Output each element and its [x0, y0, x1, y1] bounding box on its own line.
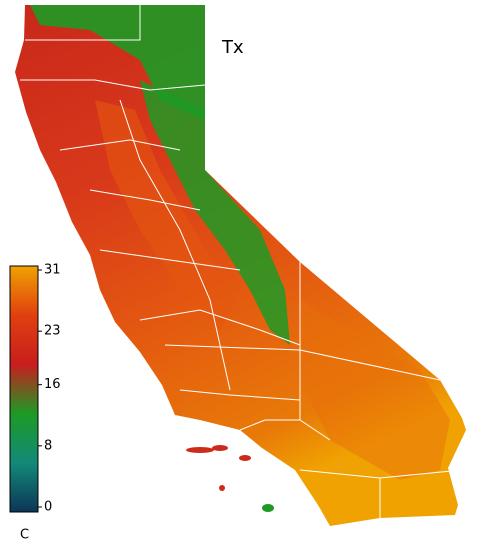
sierra-band: [140, 80, 290, 345]
colorbar-tick-label: 16: [44, 377, 61, 392]
county-lines: [20, 5, 463, 518]
map-title: Tx: [221, 37, 244, 58]
colorbar-tick-label: 23: [44, 324, 61, 339]
colorbar-tick-label: 31: [44, 263, 61, 278]
island: [186, 447, 214, 453]
southeast-hot: [380, 478, 455, 516]
california: [15, 5, 466, 526]
island: [262, 504, 274, 512]
island: [239, 455, 251, 461]
colorbar-tick-label: 0: [44, 500, 52, 515]
colorbar-tick-label: 8: [44, 438, 52, 453]
central-valley: [95, 100, 235, 330]
desert: [300, 300, 450, 480]
colorbar-unit: C: [20, 528, 29, 543]
island: [212, 445, 228, 451]
colorbar: [9, 265, 39, 513]
island: [219, 485, 225, 491]
